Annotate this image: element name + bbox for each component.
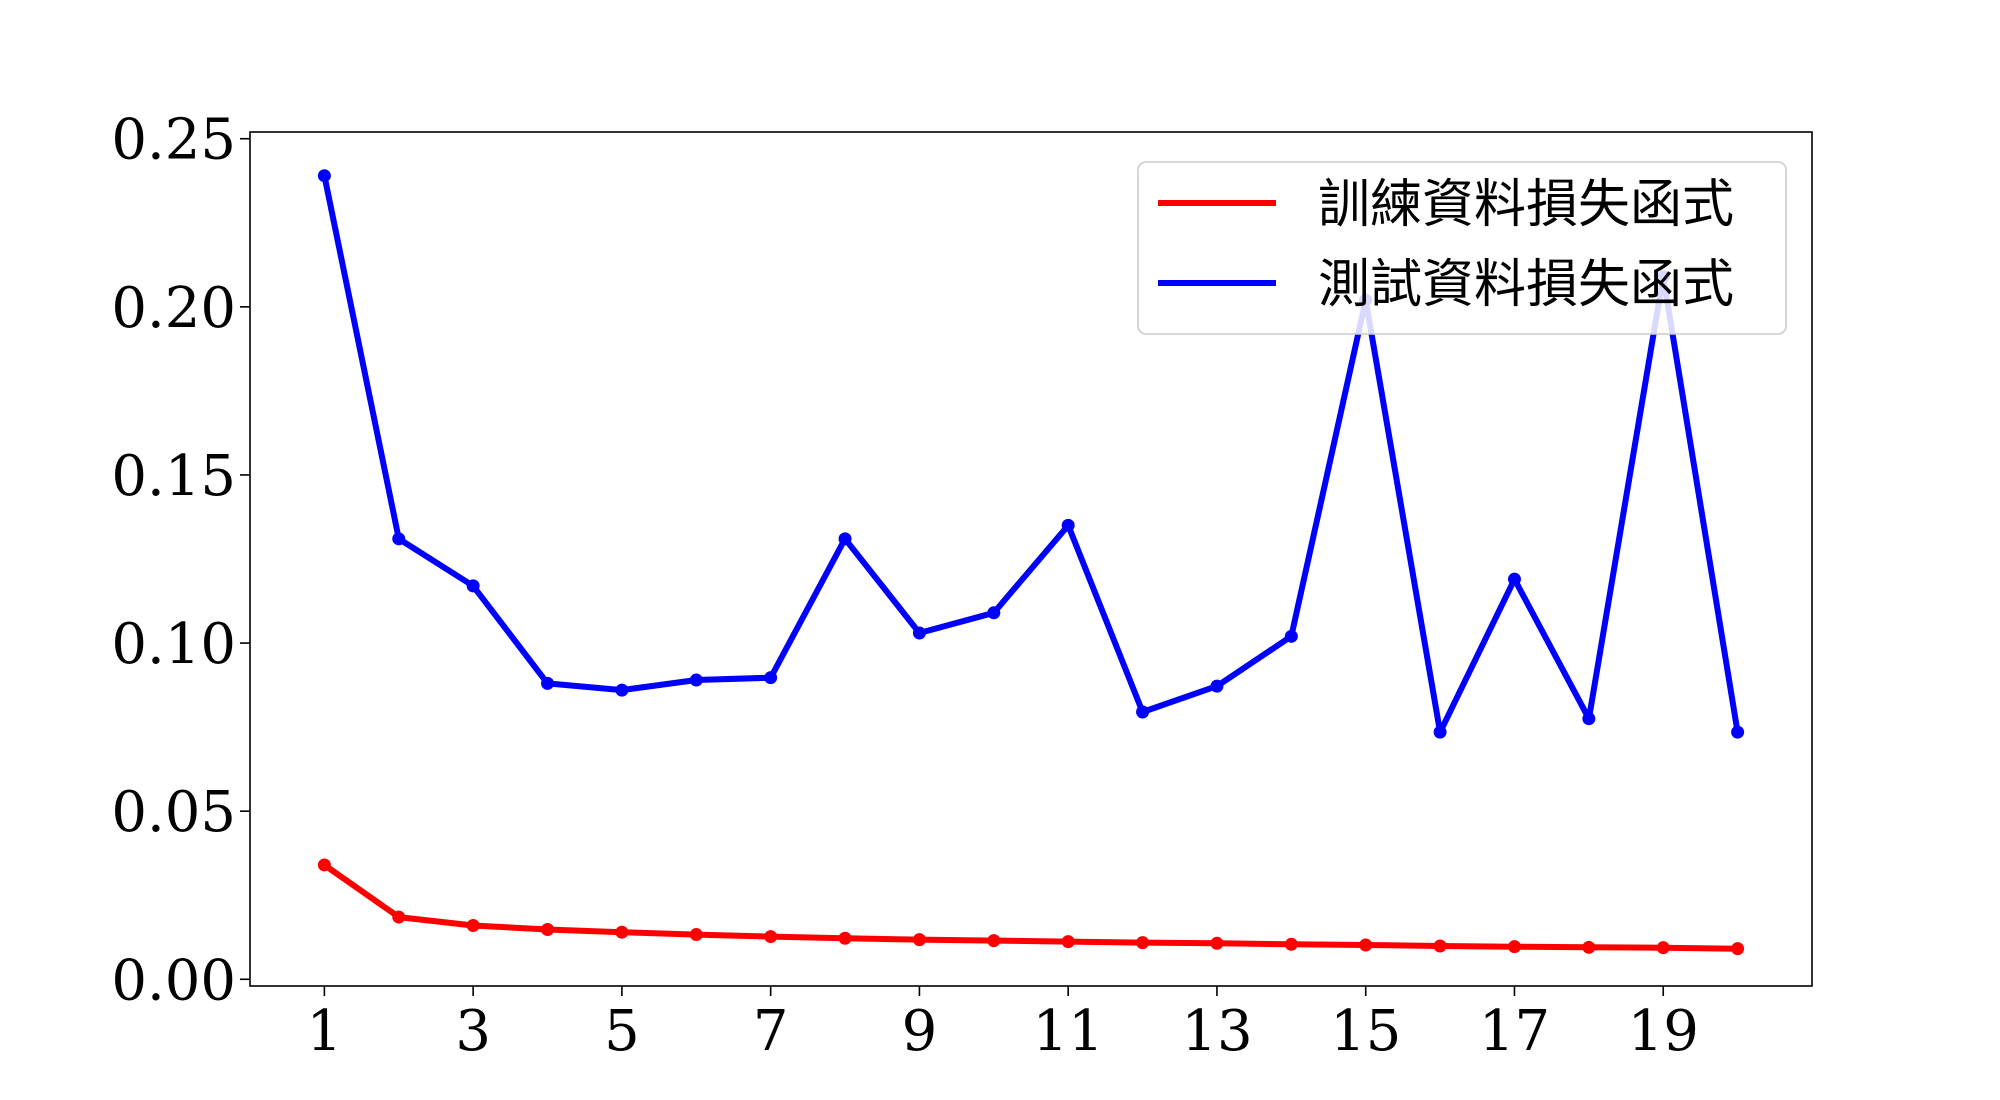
data-point xyxy=(1507,940,1521,954)
x-tick-label: 7 xyxy=(753,999,789,1064)
data-point xyxy=(1582,940,1596,954)
legend-label-test: 測試資料損失函式 xyxy=(1318,255,1734,315)
data-point xyxy=(764,930,778,944)
data-point xyxy=(987,934,1001,948)
x-tick-label: 3 xyxy=(455,999,491,1064)
x-tick-label: 9 xyxy=(902,999,938,1064)
data-point xyxy=(1656,941,1670,955)
x-tick-label: 1 xyxy=(307,999,343,1064)
data-point xyxy=(615,683,629,697)
data-point xyxy=(1061,518,1075,532)
data-point xyxy=(466,918,480,932)
data-point xyxy=(912,626,926,640)
data-point xyxy=(317,169,331,183)
data-point xyxy=(392,910,406,924)
data-point xyxy=(317,858,331,872)
x-tick-label: 5 xyxy=(604,999,640,1064)
data-point xyxy=(764,671,778,685)
legend-label-train: 訓練資料損失函式 xyxy=(1318,175,1734,235)
y-tick-label: 0.15 xyxy=(111,444,236,509)
x-axis: 1 3 5 7 9 11 13 15 17 19 xyxy=(307,986,1699,1064)
data-point xyxy=(615,925,629,939)
x-tick-label: 11 xyxy=(1033,999,1104,1064)
data-point xyxy=(1507,572,1521,586)
data-point xyxy=(987,606,1001,620)
data-point xyxy=(466,579,480,593)
data-point xyxy=(1136,936,1150,950)
y-tick-label: 0.25 xyxy=(111,108,236,173)
x-tick-label: 13 xyxy=(1181,999,1252,1064)
data-point xyxy=(1433,725,1447,739)
series-layer xyxy=(317,169,1745,956)
y-tick-label: 0.20 xyxy=(111,276,236,341)
data-point xyxy=(1731,942,1745,956)
data-point xyxy=(1210,679,1224,693)
data-point xyxy=(1061,935,1075,949)
data-point xyxy=(838,931,852,945)
data-point xyxy=(1210,936,1224,950)
data-point xyxy=(1433,939,1447,953)
data-point xyxy=(838,532,852,546)
data-point xyxy=(1582,712,1596,726)
data-point xyxy=(1284,629,1298,643)
data-point xyxy=(1731,725,1745,739)
x-tick-label: 15 xyxy=(1330,999,1401,1064)
y-axis: 0.00 0.05 0.10 0.15 0.20 0.25 xyxy=(111,108,250,1013)
data-point xyxy=(392,532,406,546)
data-point xyxy=(1284,937,1298,951)
legend: 訓練資料損失函式 測試資料損失函式 xyxy=(1137,161,1787,335)
data-point xyxy=(1359,938,1373,952)
y-tick-label: 0.10 xyxy=(111,612,236,677)
series-line-0 xyxy=(321,862,1741,952)
data-point xyxy=(912,933,926,947)
data-point xyxy=(1136,705,1150,719)
x-tick-label: 17 xyxy=(1479,999,1550,1064)
legend-box xyxy=(1137,161,1787,335)
y-tick-label: 0.05 xyxy=(111,780,236,845)
data-point xyxy=(689,928,703,942)
data-point xyxy=(689,673,703,687)
plot-frame xyxy=(249,131,1813,987)
y-tick-label: 0.00 xyxy=(111,948,236,1013)
x-tick-label: 19 xyxy=(1628,999,1699,1064)
data-point xyxy=(541,676,555,690)
data-point xyxy=(541,923,555,937)
series-line-1 xyxy=(321,172,1741,736)
